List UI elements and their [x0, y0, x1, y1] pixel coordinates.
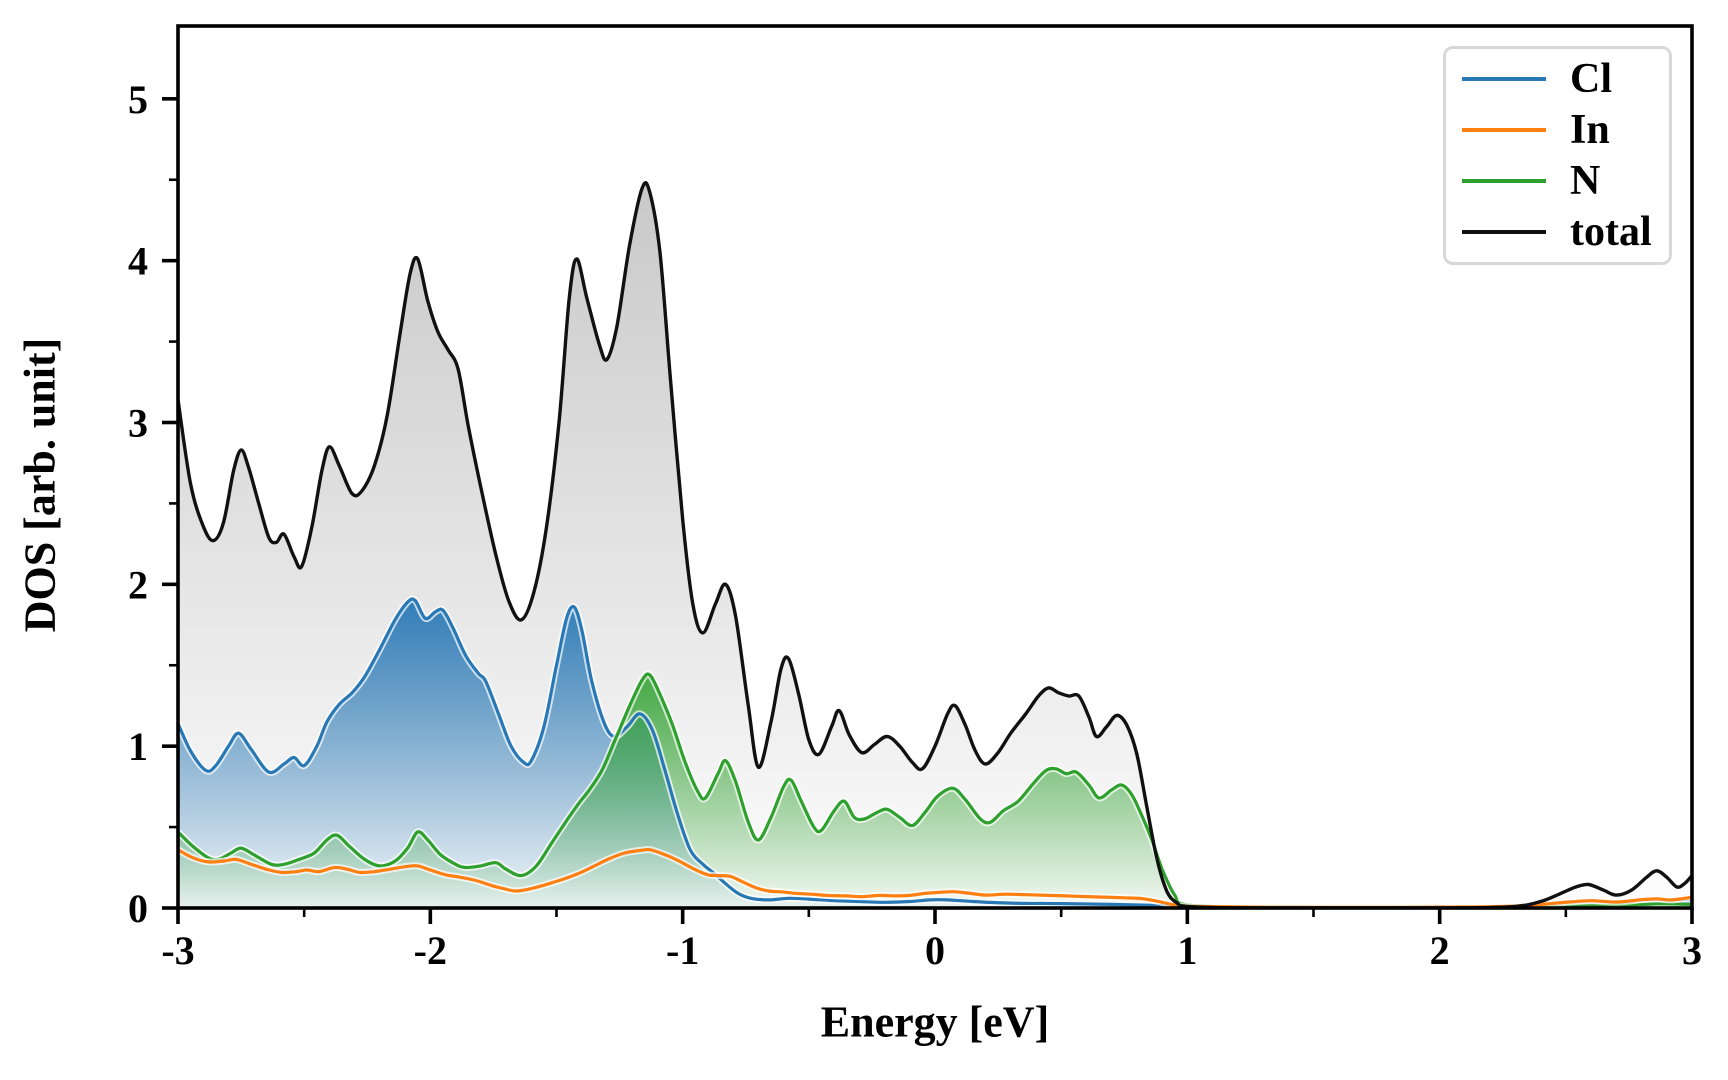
- y-tick-label: 2: [128, 562, 148, 607]
- y-tick-label: 0: [128, 886, 148, 931]
- y-tick-label: 5: [128, 77, 148, 122]
- y-axis-title: DOS [arb. unit]: [15, 337, 65, 633]
- x-tick-label: -1: [666, 928, 699, 973]
- x-tick-label: 1: [1177, 928, 1197, 973]
- legend-line-total: [1462, 230, 1546, 235]
- legend-line-Cl: [1462, 76, 1546, 81]
- legend-label-Cl: Cl: [1570, 55, 1612, 102]
- y-tick-label: 3: [128, 400, 148, 445]
- series-N-line: [178, 672, 1692, 908]
- legend-line-In: [1462, 127, 1546, 132]
- legend-label-N: N: [1570, 158, 1601, 205]
- x-tick-label: 3: [1682, 928, 1702, 973]
- series-lines: [178, 181, 1692, 908]
- x-axis-title: Energy [eV]: [820, 997, 1050, 1047]
- legend-label-total: total: [1570, 209, 1652, 256]
- legend-line-N: [1462, 179, 1546, 184]
- x-tick-label: 0: [925, 928, 945, 973]
- series-In-line: [178, 847, 1692, 908]
- x-tick-label: -2: [414, 928, 447, 973]
- x-tick-label: 2: [1430, 928, 1450, 973]
- series-total-line: [178, 181, 1692, 908]
- legend-item-In: In: [1446, 109, 1669, 151]
- legend-item-Cl: Cl: [1446, 58, 1669, 100]
- y-tick-label: 1: [128, 724, 148, 769]
- y-tick-labels: 0 1 2 3 4 5: [128, 77, 148, 931]
- legend-item-total: total: [1446, 211, 1669, 253]
- axis-ticks: [162, 97, 1694, 924]
- x-tick-label: -3: [161, 928, 194, 973]
- legend-label-In: In: [1570, 106, 1610, 153]
- x-tick-labels: -3 -2 -1 0 1 2 3: [161, 928, 1702, 973]
- legend-item-N: N: [1446, 160, 1669, 202]
- y-tick-label: 4: [128, 239, 148, 284]
- series-N-fill: [178, 673, 1692, 908]
